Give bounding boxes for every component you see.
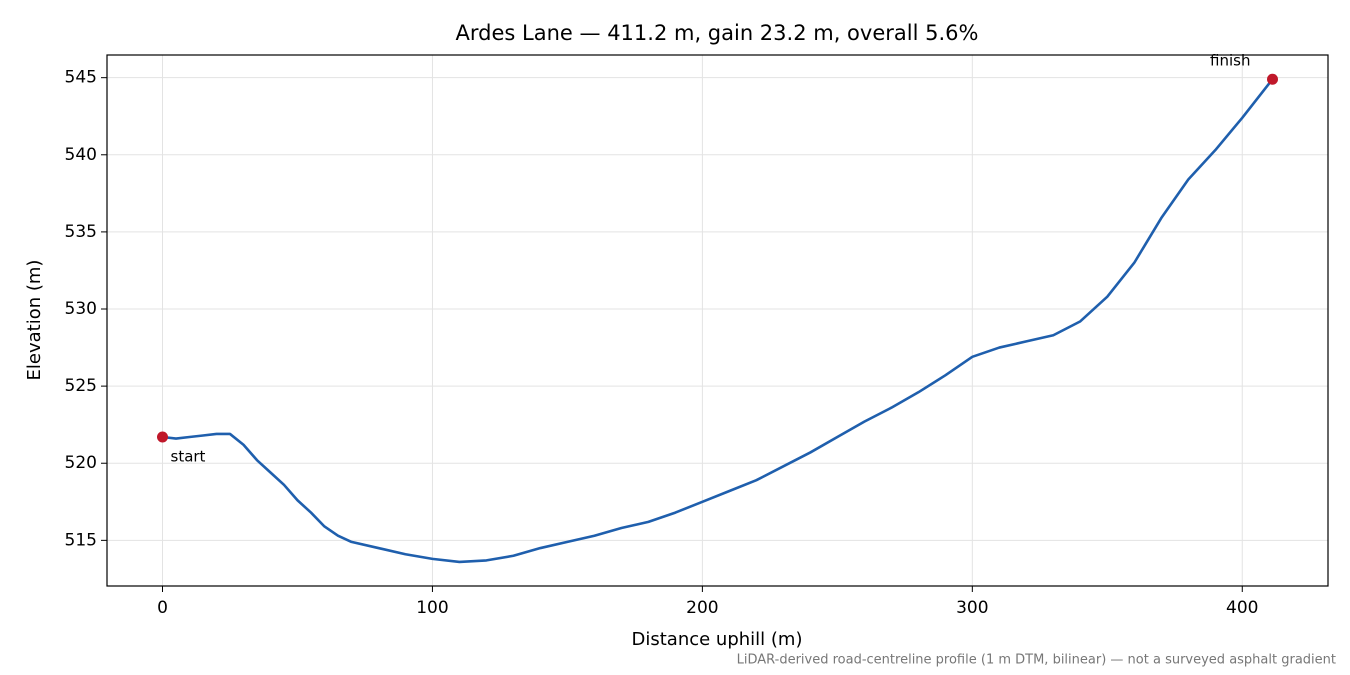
y-tick-label: 525 [65,376,97,396]
y-tick-label: 520 [65,453,97,473]
x-tick-label: 300 [956,598,988,618]
x-axis-label: Distance uphill (m) [632,629,803,650]
y-tick-label: 545 [65,68,97,88]
y-tick-label: 515 [65,530,97,550]
x-tick-label: 400 [1226,598,1258,618]
x-tick-label: 100 [416,598,448,618]
endpoint-marker [157,431,168,443]
endpoint-marker [1267,73,1278,85]
y-tick-label: 535 [65,222,97,242]
footnote: LiDAR-derived road-centreline profile (1… [737,653,1336,668]
x-tick-label: 0 [157,598,168,618]
elevation-line [162,78,1274,564]
y-tick-label: 530 [65,299,97,319]
x-tick-label: 200 [686,598,718,618]
annotation: start [171,448,206,466]
chart-title: Ardes Lane — 411.2 m, gain 23.2 m, overa… [456,21,979,45]
y-tick-label: 540 [65,145,97,165]
y-axis-label: Elevation (m) [24,260,45,381]
annotation: finish [1210,52,1250,70]
plot-frame [106,54,1329,587]
